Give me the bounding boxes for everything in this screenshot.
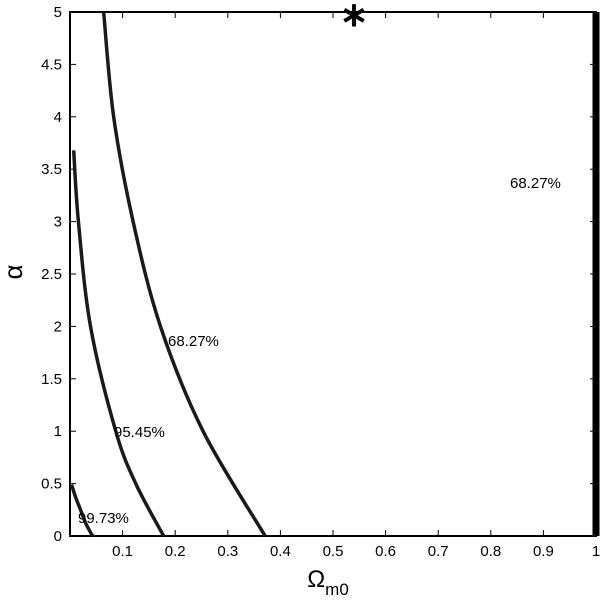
y-tick-label: 0.5 xyxy=(41,476,62,493)
x-axis-label: Ωm0 xyxy=(307,566,349,599)
x-tick-label: 0.6 xyxy=(375,543,396,560)
best-fit-marker: ∗ xyxy=(340,0,369,34)
x-tick-label: 0.8 xyxy=(480,543,501,560)
x-tick-label: 0.3 xyxy=(217,543,238,560)
contour-label: 68.27% xyxy=(168,333,219,350)
y-tick-label: 1.5 xyxy=(41,371,62,388)
contour-label: 99.73% xyxy=(78,510,129,527)
x-tick-label: 0.2 xyxy=(165,543,186,560)
contour-label: 68.27% xyxy=(510,175,561,192)
contour-line xyxy=(101,11,267,537)
y-tick-label: 5 xyxy=(54,4,62,21)
contour-label: 95.45% xyxy=(114,424,165,441)
x-tick-label: 1 xyxy=(592,543,600,560)
x-tick-label: 0.9 xyxy=(533,543,554,560)
contour-line xyxy=(69,484,95,537)
x-label-sub: m0 xyxy=(325,580,349,599)
x-tick-label: 0.4 xyxy=(270,543,291,560)
plot-frame xyxy=(69,11,597,537)
y-tick-label: 4 xyxy=(54,109,62,126)
y-tick-label: 1 xyxy=(54,423,62,440)
y-tick-label: 2.5 xyxy=(41,266,62,283)
y-axis-label: α xyxy=(0,264,28,279)
y-tick-label: 4.5 xyxy=(41,56,62,73)
y-tick-label: 0 xyxy=(54,528,62,545)
x-tick-label: 0.1 xyxy=(112,543,133,560)
x-tick-label: 0.5 xyxy=(323,543,344,560)
y-tick-label: 2 xyxy=(54,318,62,335)
y-tick-label: 3.5 xyxy=(41,161,62,178)
contour-line xyxy=(71,150,166,537)
y-tick-label: 3 xyxy=(54,214,62,231)
x-tick-label: 0.7 xyxy=(428,543,449,560)
x-label-main: Ω xyxy=(307,566,325,593)
